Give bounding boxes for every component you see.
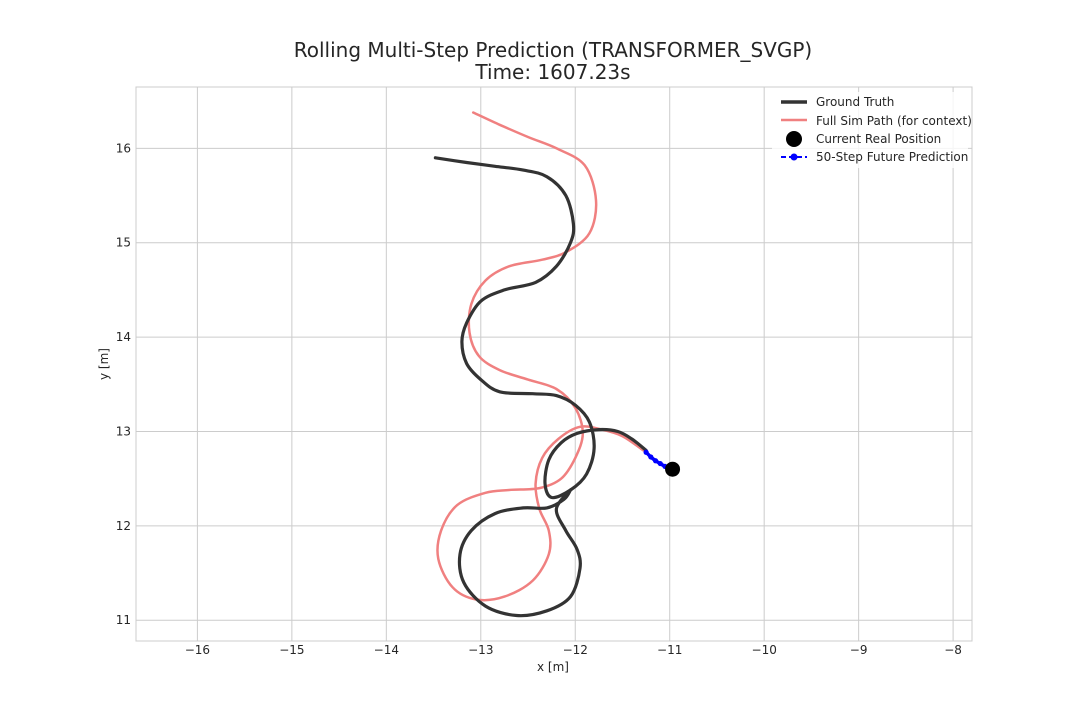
legend-ground-truth-label: Ground Truth bbox=[816, 95, 894, 109]
prediction-point bbox=[653, 458, 658, 463]
legend-prediction-marker bbox=[791, 154, 798, 161]
y-tick-label: 14 bbox=[116, 330, 131, 344]
y-tick-label: 16 bbox=[116, 141, 131, 155]
legend: Ground Truth Full Sim Path (for context)… bbox=[772, 92, 972, 168]
x-tick-label: −13 bbox=[468, 643, 493, 657]
x-tick-label: −9 bbox=[850, 643, 868, 657]
y-axis-label: y [m] bbox=[97, 348, 111, 380]
x-tick-label: −8 bbox=[944, 643, 962, 657]
legend-current-position-label: Current Real Position bbox=[816, 132, 941, 146]
x-tick-label: −10 bbox=[752, 643, 777, 657]
chart-subtitle: Time: 1607.23s bbox=[474, 60, 630, 84]
x-tick-label: −12 bbox=[563, 643, 588, 657]
legend-sim-path-label: Full Sim Path (for context) bbox=[816, 114, 972, 128]
plot-area bbox=[136, 87, 972, 641]
current-position-marker bbox=[665, 462, 680, 477]
x-tick-label: −11 bbox=[657, 643, 682, 657]
y-tick-label: 15 bbox=[116, 236, 131, 250]
prediction-point bbox=[658, 461, 663, 466]
prediction-point bbox=[644, 450, 649, 455]
legend-prediction-label: 50-Step Future Prediction bbox=[816, 150, 968, 164]
x-tick-label: −15 bbox=[279, 643, 304, 657]
legend-current-position-marker bbox=[786, 131, 802, 147]
x-axis-label: x [m] bbox=[537, 660, 569, 674]
chart-title: Rolling Multi-Step Prediction (TRANSFORM… bbox=[294, 38, 812, 62]
x-tick-label: −14 bbox=[374, 643, 399, 657]
y-tick-label: 13 bbox=[116, 424, 131, 438]
y-tick-label: 11 bbox=[116, 613, 131, 627]
y-tick-label: 12 bbox=[116, 519, 131, 533]
x-tick-label: −16 bbox=[185, 643, 210, 657]
prediction-point bbox=[648, 454, 653, 459]
